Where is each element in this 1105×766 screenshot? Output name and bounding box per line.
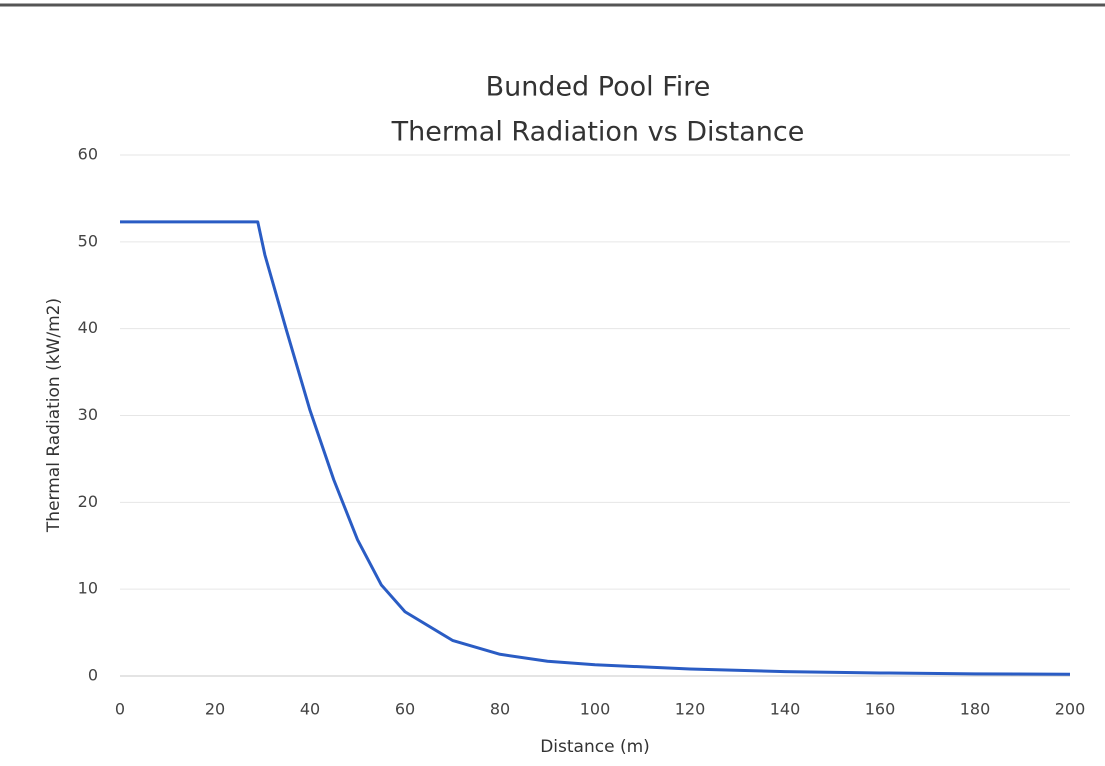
- chart-subtitle: Thermal Radiation vs Distance: [391, 117, 805, 148]
- x-tick-label: 100: [580, 700, 611, 719]
- x-tick-label: 40: [300, 700, 320, 719]
- x-tick-label: 120: [675, 700, 706, 719]
- chart-title: Bunded Pool Fire: [486, 72, 711, 103]
- x-tick-label: 160: [865, 700, 896, 719]
- x-tick-label: 20: [205, 700, 225, 719]
- x-tick-label: 140: [770, 700, 801, 719]
- line-series: [120, 220, 1071, 676]
- y-tick-label: 10: [78, 579, 98, 598]
- y-axis-title: Thermal Radiation (kW/m2): [44, 298, 64, 533]
- y-tick-label: 40: [78, 318, 98, 337]
- x-tick-label: 180: [960, 700, 991, 719]
- y-tick-label: 60: [78, 145, 98, 164]
- y-tick-label: 0: [88, 666, 98, 685]
- x-tick-label: 0: [115, 700, 125, 719]
- x-tick-label: 200: [1055, 700, 1086, 719]
- x-tick-label: 80: [490, 700, 510, 719]
- y-tick-label: 20: [78, 492, 98, 511]
- x-axis-title: Distance (m): [540, 737, 650, 757]
- y-tick-label: 50: [78, 231, 98, 250]
- x-tick-label: 60: [395, 700, 415, 719]
- y-tick-label: 30: [78, 405, 98, 424]
